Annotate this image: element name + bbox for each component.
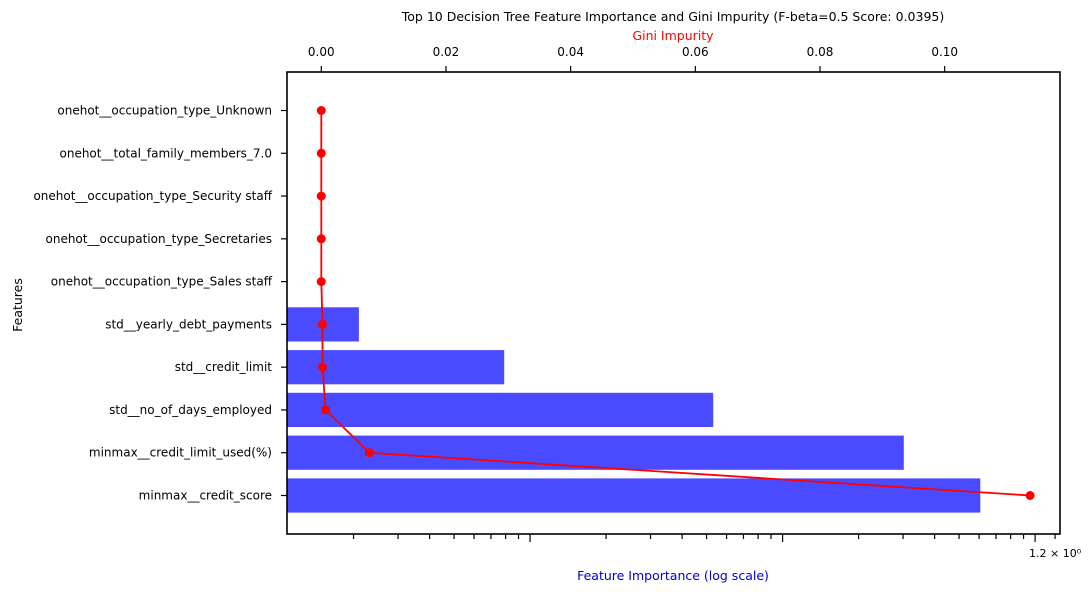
bottom-axis-label: Feature Importance (log scale) (577, 568, 769, 583)
importance-bar (287, 435, 904, 470)
plot-frame (286, 71, 1061, 535)
bottom-tick-label: 1.2 × 10⁰ (1029, 547, 1082, 560)
top-axis-label: Gini Impurity (632, 28, 714, 43)
gini-point (1025, 491, 1035, 500)
gini-point (316, 148, 326, 158)
y-tick-label: onehot__total_family_members_7.0 (60, 146, 273, 160)
gini-point (316, 191, 326, 201)
y-tick-label: onehot__occupation_type_Secretaries (46, 232, 273, 246)
gini-line (320, 110, 1031, 497)
gini-point (316, 234, 326, 244)
top-tick-label: 0.10 (931, 45, 958, 59)
gini-point (318, 319, 327, 329)
plot-area: onehot__occupation_type_Unknown onehot__t… (33, 45, 1081, 560)
top-tick-label: 0.04 (557, 45, 584, 59)
importance-bar (287, 392, 714, 427)
y-tick-label: onehot__occupation_type_Security staff (33, 189, 272, 203)
y-tick-label: std__credit_limit (175, 360, 273, 374)
gini-point (316, 277, 326, 287)
top-tick-label: 0.08 (807, 45, 834, 59)
y-tick-label: minmax__credit_score (139, 489, 272, 503)
gini-point (318, 362, 327, 372)
y-axis-label: Features (10, 278, 25, 332)
y-tick-label: onehot__occupation_type_Sales staff (51, 275, 273, 289)
gini-point (364, 448, 374, 458)
y-tick-label: minmax__credit_limit_used(%) (89, 446, 272, 460)
y-tick-label: std__no_of_days_employed (109, 403, 272, 417)
chart-title: Top 10 Decision Tree Feature Importance … (401, 9, 945, 24)
y-tick-label: onehot__occupation_type_Unknown (57, 104, 272, 118)
gini-point (321, 405, 331, 415)
top-tick-label: 0.00 (308, 45, 335, 59)
gini-point (316, 106, 326, 115)
top-tick-label: 0.06 (682, 45, 709, 59)
importance-bar (287, 478, 981, 513)
top-tick-label: 0.02 (433, 45, 460, 59)
y-tick-label: std__yearly_debt_payments (105, 317, 272, 331)
